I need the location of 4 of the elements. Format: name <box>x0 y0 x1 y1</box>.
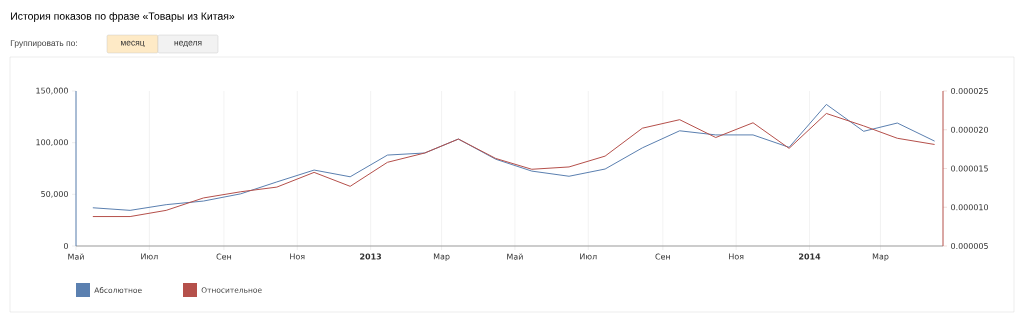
text: месяц <box>121 40 145 48</box>
chart-title: История показов по фразе «Товары из Китая» <box>11 12 235 22</box>
text: неделя <box>174 40 202 48</box>
text: Группировать по: <box>10 40 77 48</box>
